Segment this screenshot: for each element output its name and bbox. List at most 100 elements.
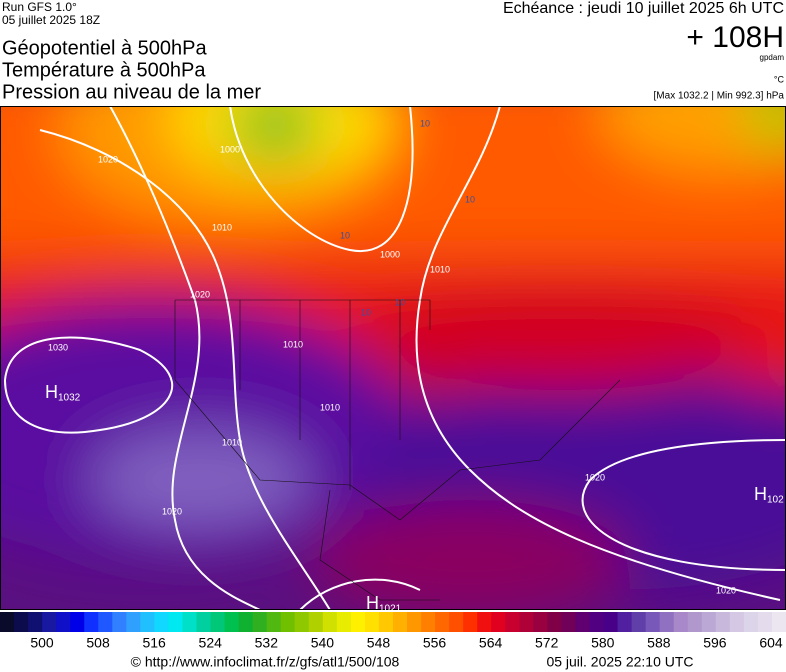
temp-label: 10 bbox=[465, 194, 475, 204]
scale-swatch bbox=[84, 612, 99, 632]
scale-swatch bbox=[196, 612, 212, 632]
scale-swatch bbox=[407, 612, 422, 632]
pressure-value: 1032 bbox=[58, 393, 81, 404]
run: Run GFS 1.0° bbox=[2, 0, 77, 14]
scale-tick-label: 508 bbox=[86, 635, 110, 651]
scale-tick-label: 556 bbox=[423, 635, 447, 651]
scale-swatch bbox=[154, 612, 169, 632]
scale-tick-label: 564 bbox=[479, 635, 503, 651]
scale-swatch bbox=[533, 612, 548, 632]
scale-swatch bbox=[112, 612, 127, 632]
pressure-center: H bbox=[45, 382, 58, 402]
title: Pression au niveau de la mer bbox=[2, 81, 261, 103]
timestamp: 05 juil. 2025 22:10 UTC bbox=[546, 654, 693, 670]
isobar-label: 1020 bbox=[98, 154, 118, 164]
scale-swatch bbox=[729, 612, 745, 632]
scale-swatch bbox=[252, 612, 268, 632]
pressure-range: [Max 1032.2 | Min 992.3] hPa bbox=[654, 91, 785, 102]
scale-swatch bbox=[659, 612, 675, 632]
scale-swatch bbox=[449, 612, 464, 632]
scale-swatch bbox=[14, 612, 29, 632]
scale-tick-label: 516 bbox=[142, 635, 166, 651]
scale-swatch bbox=[294, 612, 310, 632]
title: Géopotentiel à 500hPa bbox=[2, 37, 207, 59]
scale-swatch bbox=[505, 612, 520, 632]
scale-tick-label: 500 bbox=[30, 635, 54, 651]
isobar-label: 1030 bbox=[48, 342, 68, 352]
scale-swatch bbox=[463, 612, 478, 632]
scale-swatch bbox=[0, 612, 15, 632]
scale-swatch bbox=[631, 612, 647, 632]
scale-swatch bbox=[56, 612, 71, 632]
isobar-label: 1000 bbox=[220, 144, 240, 154]
temp-label: 10 bbox=[340, 230, 350, 240]
scale-swatch bbox=[491, 612, 506, 632]
title: Température à 500hPa bbox=[2, 59, 206, 81]
pressure-center: H bbox=[754, 484, 767, 504]
temp-label: 10 bbox=[361, 307, 371, 317]
isobar-label: 1000 bbox=[380, 249, 400, 259]
lead-time: + 108H bbox=[686, 21, 784, 54]
scale-swatch bbox=[70, 612, 85, 632]
scale-swatch bbox=[308, 612, 324, 632]
scale-swatch bbox=[140, 612, 155, 632]
scale-swatch bbox=[393, 612, 408, 632]
isobar-label: 1020 bbox=[162, 506, 182, 516]
unit-temp: °C bbox=[774, 74, 785, 84]
scale-swatch bbox=[378, 612, 394, 632]
scale-swatch bbox=[266, 612, 282, 632]
scale-tick-label: 540 bbox=[311, 635, 335, 651]
isobar-label: 1010 bbox=[222, 437, 242, 447]
map bbox=[0, 106, 786, 610]
scale-tick-label: 588 bbox=[647, 635, 671, 651]
isobar-label: 1020 bbox=[585, 472, 605, 482]
scale-swatch bbox=[701, 612, 717, 632]
scale-swatch bbox=[42, 612, 57, 632]
scale-swatch bbox=[477, 612, 492, 632]
scale-tick-label: 580 bbox=[591, 635, 615, 651]
scale-swatch bbox=[561, 612, 576, 632]
temp-label: 10 bbox=[395, 297, 405, 307]
scale-swatch bbox=[757, 612, 773, 632]
scale-tick-label: 596 bbox=[703, 635, 727, 651]
scale-swatch bbox=[687, 612, 703, 632]
scale-swatch bbox=[575, 612, 590, 632]
scale-swatch bbox=[322, 612, 338, 632]
scale-tick-label: 548 bbox=[367, 635, 391, 651]
source-url: © http://www.infoclimat.fr/z/gfs/atl1/50… bbox=[131, 654, 400, 670]
pressure-value: 102 bbox=[767, 495, 784, 506]
run-date: 05 juillet 2025 18Z bbox=[2, 13, 100, 27]
scale-swatch bbox=[743, 612, 759, 632]
echeance: Echéance : jeudi 10 juillet 2025 6h UTC bbox=[503, 0, 784, 17]
isobar-label: 1010 bbox=[212, 222, 232, 232]
temp-label: 10 bbox=[420, 118, 430, 128]
scale-swatch bbox=[645, 612, 661, 632]
scale-swatch bbox=[126, 612, 141, 632]
scale-swatch bbox=[182, 612, 197, 632]
scale-swatch bbox=[519, 612, 534, 632]
scale-swatch bbox=[364, 612, 380, 632]
scale-swatch bbox=[210, 612, 226, 632]
scale-swatch bbox=[715, 612, 731, 632]
scale-swatch bbox=[336, 612, 352, 632]
scale-swatch bbox=[421, 612, 436, 632]
scale-swatch bbox=[589, 612, 605, 632]
unit-height: gpdam bbox=[760, 53, 785, 62]
pressure-center: H bbox=[366, 593, 379, 613]
scale-tick-label: 524 bbox=[199, 635, 223, 651]
scale-tick-label: 572 bbox=[535, 635, 559, 651]
scale-swatch bbox=[28, 612, 43, 632]
scale-swatch bbox=[547, 612, 562, 632]
scale-swatch bbox=[224, 612, 240, 632]
pressure-value: 1021 bbox=[379, 604, 402, 615]
scale-swatch bbox=[603, 612, 619, 632]
scale-swatch bbox=[673, 612, 689, 632]
scale-swatch bbox=[280, 612, 296, 632]
isobar-label: 1020 bbox=[716, 585, 736, 595]
scale-swatch bbox=[168, 612, 183, 632]
scale-tick-label: 604 bbox=[759, 635, 783, 651]
isobar-label: 1010 bbox=[283, 339, 303, 349]
scale-swatch bbox=[771, 612, 786, 632]
isobar-label: 1010 bbox=[430, 264, 450, 274]
